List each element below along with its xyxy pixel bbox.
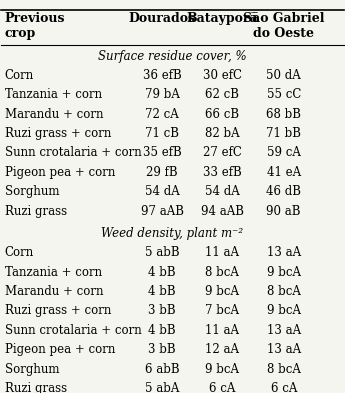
- Text: Pigeon pea + corn: Pigeon pea + corn: [5, 343, 115, 356]
- Text: Ruzi grass + corn: Ruzi grass + corn: [5, 305, 111, 318]
- Text: Weed density, plant m⁻²: Weed density, plant m⁻²: [101, 227, 244, 240]
- Text: 13 aA: 13 aA: [267, 246, 301, 259]
- Text: 30 efC: 30 efC: [203, 69, 242, 82]
- Text: Sunn crotalaria + corn: Sunn crotalaria + corn: [5, 324, 141, 337]
- Text: 97 aAB: 97 aAB: [141, 205, 184, 218]
- Text: 13 aA: 13 aA: [267, 343, 301, 356]
- Text: 59 cA: 59 cA: [267, 147, 300, 160]
- Text: 4 bB: 4 bB: [148, 324, 176, 337]
- Text: 6 cA: 6 cA: [209, 382, 235, 393]
- Text: 5 abA: 5 abA: [145, 382, 179, 393]
- Text: Batayporã: Batayporã: [186, 12, 258, 25]
- Text: 71 cB: 71 cB: [145, 127, 179, 140]
- Text: 9 bcA: 9 bcA: [205, 363, 239, 376]
- Text: 12 aA: 12 aA: [205, 343, 239, 356]
- Text: 50 dA: 50 dA: [266, 69, 301, 82]
- Text: 72 cA: 72 cA: [145, 108, 179, 121]
- Text: Tanzania + corn: Tanzania + corn: [5, 88, 102, 101]
- Text: 33 efB: 33 efB: [203, 166, 241, 179]
- Text: 94 aAB: 94 aAB: [201, 205, 244, 218]
- Text: 82 bA: 82 bA: [205, 127, 239, 140]
- Text: 9 bcA: 9 bcA: [267, 305, 301, 318]
- Text: 46 dB: 46 dB: [266, 185, 301, 198]
- Text: 5 abB: 5 abB: [145, 246, 179, 259]
- Text: Tanzania + corn: Tanzania + corn: [5, 266, 102, 279]
- Text: Marandu + corn: Marandu + corn: [5, 108, 103, 121]
- Text: 29 fB: 29 fB: [146, 166, 178, 179]
- Text: Dourados: Dourados: [129, 12, 196, 25]
- Text: 11 aA: 11 aA: [205, 246, 239, 259]
- Text: 11 aA: 11 aA: [205, 324, 239, 337]
- Text: 62 cB: 62 cB: [205, 88, 239, 101]
- Text: 36 efB: 36 efB: [143, 69, 181, 82]
- Text: 41 eA: 41 eA: [267, 166, 301, 179]
- Text: 6 cA: 6 cA: [270, 382, 297, 393]
- Text: 66 cB: 66 cB: [205, 108, 239, 121]
- Text: 9 bcA: 9 bcA: [267, 266, 301, 279]
- Text: 4 bB: 4 bB: [148, 285, 176, 298]
- Text: 8 bcA: 8 bcA: [267, 363, 300, 376]
- Text: Ruzi grass: Ruzi grass: [5, 382, 67, 393]
- Text: 9 bcA: 9 bcA: [205, 285, 239, 298]
- Text: 3 bB: 3 bB: [148, 343, 176, 356]
- Text: 27 efC: 27 efC: [203, 147, 242, 160]
- Text: 4 bB: 4 bB: [148, 266, 176, 279]
- Text: Sorghum: Sorghum: [5, 185, 59, 198]
- Text: 71 bB: 71 bB: [266, 127, 301, 140]
- Text: 68 bB: 68 bB: [266, 108, 301, 121]
- Text: Corn: Corn: [5, 69, 34, 82]
- Text: 54 dA: 54 dA: [145, 185, 180, 198]
- Text: 90 aB: 90 aB: [266, 205, 301, 218]
- Text: 13 aA: 13 aA: [267, 324, 301, 337]
- Text: Previous
crop: Previous crop: [5, 12, 65, 40]
- Text: Sunn crotalaria + corn: Sunn crotalaria + corn: [5, 147, 141, 160]
- Text: Surface residue cover, %: Surface residue cover, %: [98, 50, 247, 62]
- Text: 8 bcA: 8 bcA: [205, 266, 239, 279]
- Text: Corn: Corn: [5, 246, 34, 259]
- Text: Sorghum: Sorghum: [5, 363, 59, 376]
- Text: São Gabriel
do Oeste: São Gabriel do Oeste: [243, 12, 324, 40]
- Text: 3 bB: 3 bB: [148, 305, 176, 318]
- Text: 79 bA: 79 bA: [145, 88, 180, 101]
- Text: 54 dA: 54 dA: [205, 185, 239, 198]
- Text: 6 abB: 6 abB: [145, 363, 179, 376]
- Text: 8 bcA: 8 bcA: [267, 285, 300, 298]
- Text: Ruzi grass + corn: Ruzi grass + corn: [5, 127, 111, 140]
- Text: 35 efB: 35 efB: [143, 147, 181, 160]
- Text: Pigeon pea + corn: Pigeon pea + corn: [5, 166, 115, 179]
- Text: Marandu + corn: Marandu + corn: [5, 285, 103, 298]
- Text: Ruzi grass: Ruzi grass: [5, 205, 67, 218]
- Text: 55 cC: 55 cC: [267, 88, 301, 101]
- Text: 7 bcA: 7 bcA: [205, 305, 239, 318]
